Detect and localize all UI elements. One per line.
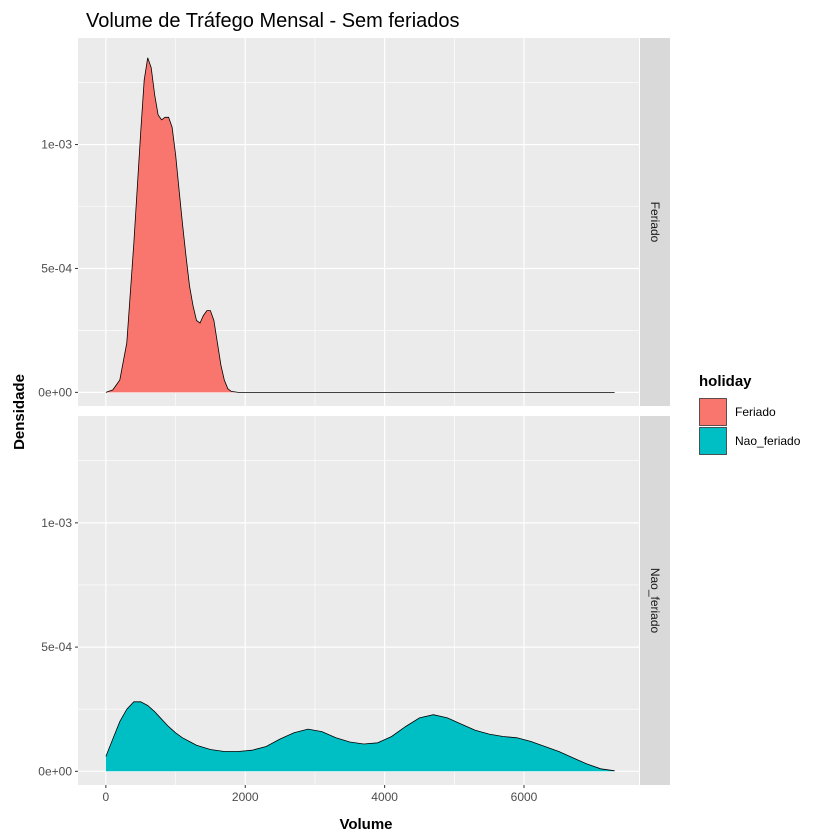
facet-strip-label: Feriado bbox=[648, 202, 662, 243]
density-outline bbox=[105, 57, 615, 393]
y-tick-label: 1e-03 bbox=[41, 138, 72, 152]
facet-panel-feriado: 0e+00 5e-04 1e-03 Feriado bbox=[38, 38, 670, 406]
y-tick-label: 0e+00 bbox=[38, 385, 72, 399]
y-axis-title: Densidade bbox=[11, 374, 28, 450]
legend-swatch-feriado bbox=[699, 398, 727, 426]
y-tick-label: 0e+00 bbox=[38, 764, 72, 778]
facet-panel-nao-feriado: 0e+00 5e-04 1e-03 Nao_feriado bbox=[38, 416, 670, 785]
x-tick-label: 2000 bbox=[232, 790, 259, 804]
legend-label: Feriado bbox=[735, 405, 776, 419]
facet-strip-label: Nao_feriado bbox=[648, 568, 662, 634]
legend-label: Nao_feriado bbox=[735, 434, 801, 448]
x-tick-label: 6000 bbox=[511, 790, 538, 804]
density-outline bbox=[105, 701, 615, 772]
density-area-feriado bbox=[105, 57, 615, 393]
legend: holiday Feriado Nao_feriado bbox=[699, 373, 801, 455]
legend-swatch-nao-feriado bbox=[699, 427, 727, 455]
facet-strip bbox=[640, 416, 670, 785]
chart-title: Volume de Tráfego Mensal - Sem feriados bbox=[86, 10, 460, 32]
y-tick-label: 1e-03 bbox=[41, 516, 72, 530]
density-area-nao-feriado bbox=[105, 701, 615, 772]
facet-panels: 0e+00 5e-04 1e-03 Feriado 0e+00 5e-04 1e-03 Nao… bbox=[38, 38, 670, 785]
y-tick-label: 5e-04 bbox=[41, 261, 72, 275]
x-tick-label: 0 bbox=[103, 790, 110, 804]
x-axis-title: Volume bbox=[339, 816, 392, 833]
x-tick-label: 4000 bbox=[371, 790, 398, 804]
x-axis: 0 2000 4000 6000 bbox=[103, 785, 538, 804]
legend-title: holiday bbox=[699, 373, 752, 390]
panel-background bbox=[78, 416, 639, 785]
facet-strip bbox=[640, 38, 670, 406]
y-tick-label: 5e-04 bbox=[41, 640, 72, 654]
